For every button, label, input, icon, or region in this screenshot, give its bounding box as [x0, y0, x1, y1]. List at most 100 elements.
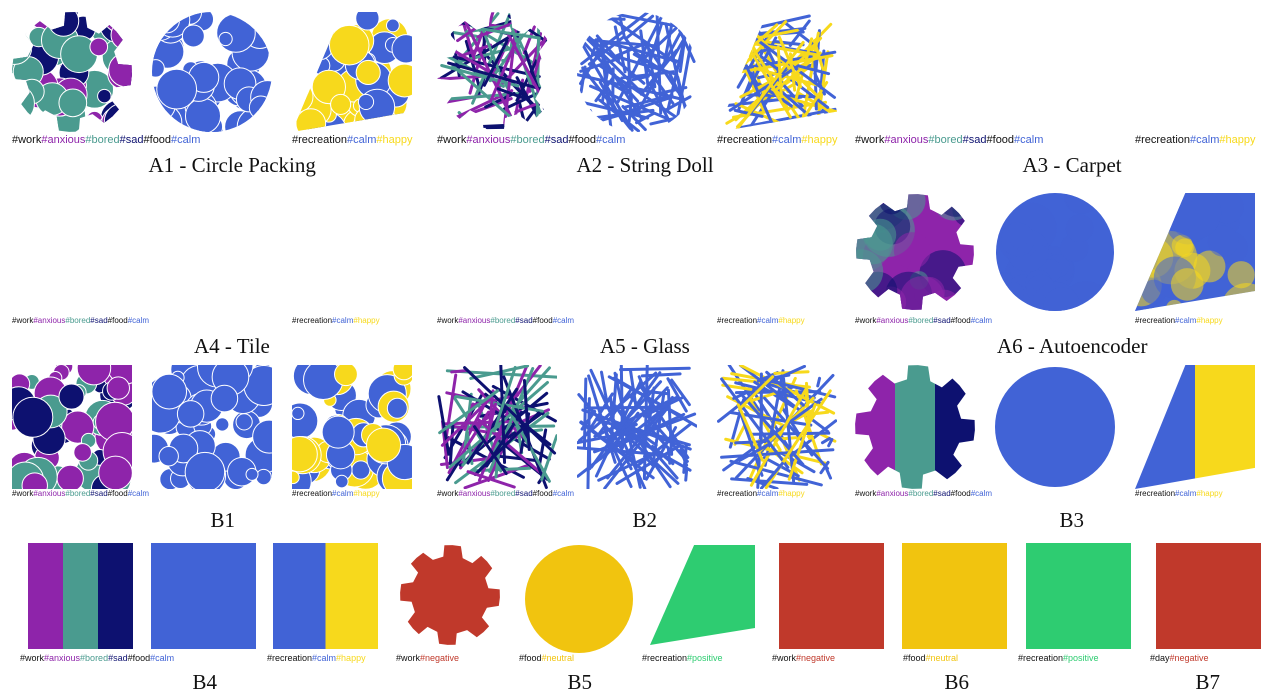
tag-legend: #work#anxious#bored#sad#food#calm	[12, 316, 149, 325]
tag-bored: #bored	[908, 316, 933, 325]
tag-work: #work	[12, 134, 41, 146]
tag-legend: #work#negative	[772, 653, 835, 663]
tag-recreation: #recreation	[267, 653, 312, 663]
tag-legend: #work#anxious#bored#sad#food#calm	[855, 134, 1043, 146]
tag-food: #food	[144, 134, 172, 146]
tag-food: #food	[108, 316, 128, 325]
panel-b6-0	[779, 543, 884, 649]
tag-calm: #calm	[757, 316, 778, 325]
tag-legend: #work#negative	[396, 653, 459, 663]
tag-bored: #bored	[510, 134, 544, 146]
tag-work: #work	[12, 316, 33, 325]
tag-bored: #bored	[65, 489, 90, 498]
tag-calm: #calm	[1175, 489, 1196, 498]
tag-calm: #calm	[150, 653, 174, 663]
tag-recreation: #recreation	[292, 489, 332, 498]
panel-b7	[1156, 543, 1261, 649]
tag-bored: #bored	[80, 653, 108, 663]
panel-b5-gear	[400, 545, 500, 645]
tag-legend: #recreation#calm#happy	[292, 489, 380, 498]
tag-calm: #calm	[596, 134, 625, 146]
panel-a2-1	[577, 12, 697, 131]
tag-anxious: #anxious	[884, 134, 928, 146]
tag-calm: #calm	[553, 316, 574, 325]
tag-work: #work	[12, 489, 33, 498]
tag-sad: #sad	[963, 134, 987, 146]
tag-work: #work	[855, 489, 876, 498]
tag-calm: #calm	[128, 316, 149, 325]
tag-legend: #work#anxious#bored#sad#food#calm	[12, 489, 149, 498]
tag-legend: #recreation#positive	[642, 653, 723, 663]
tag-positive: #positive	[1063, 653, 1099, 663]
tag-anxious: #anxious	[458, 489, 490, 498]
tag-happy: #happy	[353, 316, 379, 325]
tag-bored: #bored	[928, 134, 962, 146]
tag-bored: #bored	[490, 316, 515, 325]
tag-calm: #calm	[971, 316, 992, 325]
tag-calm: #calm	[128, 489, 149, 498]
tag-food: #food	[519, 653, 542, 663]
tag-legend: #recreation#calm#happy	[292, 134, 412, 146]
tag-food: #food	[903, 653, 926, 663]
tag-calm: #calm	[171, 134, 200, 146]
caption-a1: A1 - Circle Packing	[149, 153, 316, 178]
tag-work: #work	[396, 653, 420, 663]
tag-recreation: #recreation	[292, 316, 332, 325]
tag-neutral: #neutral	[926, 653, 959, 663]
panel-b1-2	[273, 357, 424, 500]
tag-recreation: #recreation	[717, 134, 772, 146]
tag-legend: #recreation#calm#happy	[717, 134, 837, 146]
tag-calm: #calm	[757, 489, 778, 498]
tag-happy: #happy	[801, 134, 837, 146]
panel-b1-1	[140, 346, 286, 495]
panel-b6-2	[1026, 543, 1131, 649]
tag-calm: #calm	[332, 489, 353, 498]
panel-b2-1	[578, 365, 697, 488]
tag-work: #work	[437, 316, 458, 325]
tag-anxious: #anxious	[44, 653, 80, 663]
tag-anxious: #anxious	[33, 489, 65, 498]
tag-calm: #calm	[553, 489, 574, 498]
tag-legend: #recreation#positive	[1018, 653, 1099, 663]
tag-positive: #positive	[687, 653, 723, 663]
caption-b7: B7	[1196, 670, 1221, 695]
tag-happy: #happy	[376, 134, 412, 146]
tag-sad: #sad	[120, 134, 144, 146]
caption-b1: B1	[211, 508, 236, 533]
tag-bored: #bored	[65, 316, 90, 325]
tag-negative: #negative	[1170, 653, 1209, 663]
panel-a2-2	[717, 13, 835, 131]
tag-legend: #work#anxious#bored#sad#food#calm	[855, 316, 992, 325]
tag-recreation: #recreation	[1018, 653, 1063, 663]
tag-calm: #calm	[347, 134, 376, 146]
tag-work: #work	[855, 316, 876, 325]
tag-work: #work	[855, 134, 884, 146]
tag-legend: #recreation#calm#happy	[292, 316, 380, 325]
tag-sad: #sad	[515, 489, 532, 498]
tag-happy: #happy	[353, 489, 379, 498]
tag-legend: #recreation#calm#happy	[1135, 134, 1255, 146]
panel-b6-1	[902, 543, 1007, 649]
tag-recreation: #recreation	[292, 134, 347, 146]
tag-sad: #sad	[108, 653, 128, 663]
tag-food: #food	[569, 134, 597, 146]
caption-b3: B3	[1060, 508, 1085, 533]
tag-recreation: #recreation	[1135, 316, 1175, 325]
tag-anxious: #anxious	[33, 316, 65, 325]
panel-a6-2	[1113, 186, 1272, 335]
panel-a6-1	[974, 180, 1131, 328]
panel-a2-0	[437, 12, 553, 131]
panel-a1-2	[281, 7, 421, 151]
panel-b4-1	[151, 543, 256, 649]
panel-b5-trap	[650, 545, 755, 645]
tag-legend: #recreation#calm#happy	[267, 653, 366, 663]
panel-a1-0	[0, 0, 142, 149]
tag-negative: #negative	[420, 653, 459, 663]
tag-happy: #happy	[778, 489, 804, 498]
panel-b1-0	[2, 348, 144, 503]
panel-b3-0	[855, 365, 975, 489]
tag-anxious: #anxious	[41, 134, 85, 146]
tag-recreation: #recreation	[717, 489, 757, 498]
tag-negative: #negative	[796, 653, 835, 663]
tag-work: #work	[772, 653, 796, 663]
